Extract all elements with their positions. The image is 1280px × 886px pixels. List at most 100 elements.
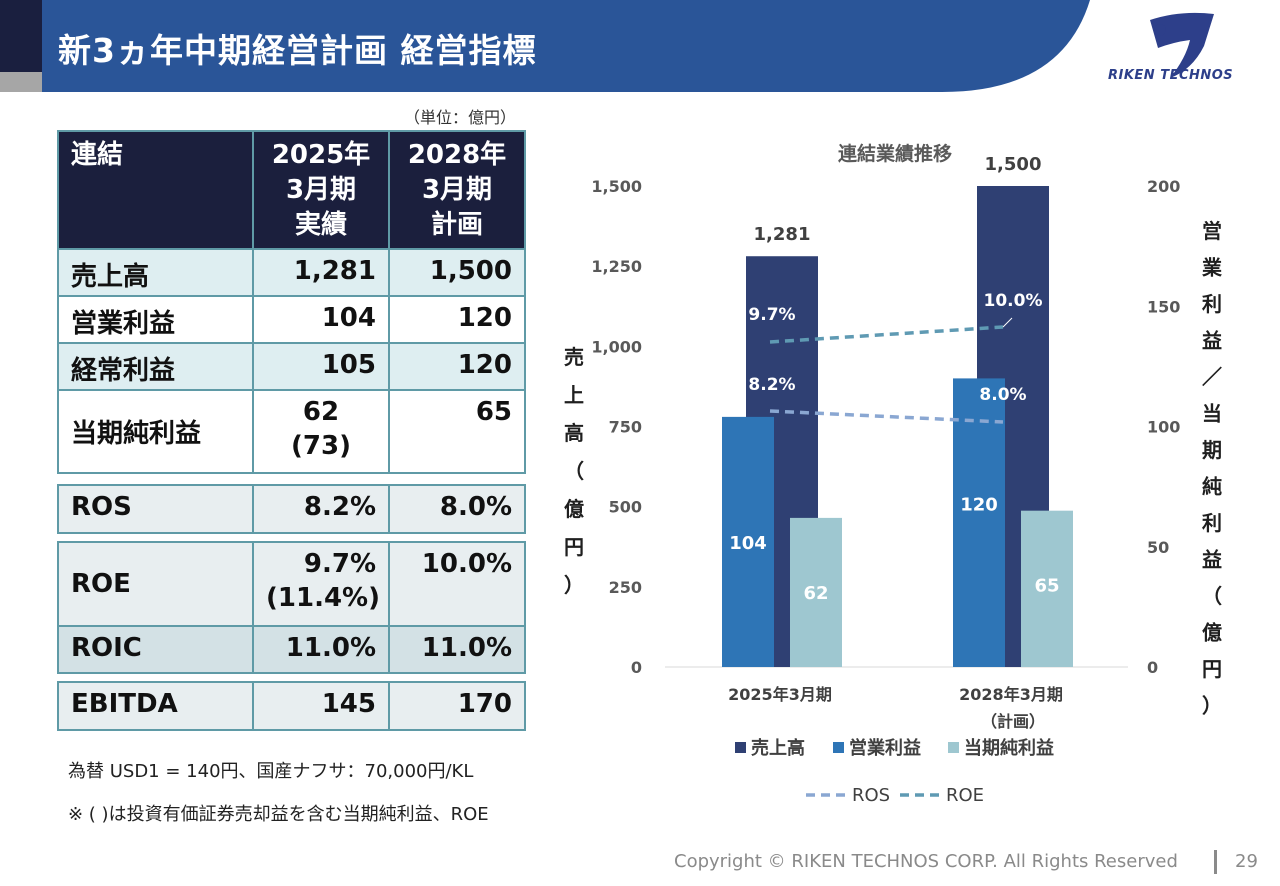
y-left-tick-label: 250 xyxy=(609,578,642,597)
logo-text: RIKEN TECHNOS xyxy=(1108,68,1234,83)
row-roic-2028: 11.0% xyxy=(388,625,526,674)
table-row: 経常利益 105 120 xyxy=(57,342,526,391)
fx-assumption-note: 為替 USD1 = 140円、国産ナフサ：70,000円/KL xyxy=(68,761,474,782)
bar-label-sales: 1,500 xyxy=(985,154,1042,175)
legend-label: 売上高 xyxy=(751,737,805,759)
row-label-sales: 売上高 xyxy=(57,248,254,297)
label-roe: 9.7% xyxy=(748,305,795,325)
bar-net-income xyxy=(790,517,842,667)
riken-technos-logo xyxy=(1150,12,1214,79)
y-left-tick-label: 500 xyxy=(609,498,642,517)
header-accent-grey xyxy=(0,72,42,92)
row-operating-profit-2025: 104 xyxy=(252,295,390,344)
x-tick-label: 2025年3月期 xyxy=(728,685,832,704)
header-2025-line1: 2025年 xyxy=(271,140,371,170)
header-2028-line2: 3月期 xyxy=(421,175,493,205)
table-header-row: 連結 2025年 3月期 実績 2028年 3月期 計画 xyxy=(57,130,526,250)
bar-label-operating-profit: 120 xyxy=(960,494,998,515)
row-operating-profit-2028: 120 xyxy=(388,295,526,344)
header-cell-2028: 2028年 3月期 計画 xyxy=(388,130,526,250)
y-right-axis-label-char: 純 xyxy=(1202,475,1222,499)
y-right-tick-label: 50 xyxy=(1147,538,1169,557)
page-title: 新3ヵ年中期経営計画 経営指標 xyxy=(58,31,537,70)
row-ros-2028: 8.0% xyxy=(388,484,526,534)
y-left-axis-label-char: 上 xyxy=(564,383,584,407)
row-label-roic: ROIC xyxy=(57,625,254,674)
label-roe-leader xyxy=(1002,317,1013,328)
table-row: EBITDA 145 170 xyxy=(57,681,526,731)
line-ros xyxy=(769,409,1004,424)
row-roe-2028: 10.0% xyxy=(388,541,526,627)
y-right-tick-label: 200 xyxy=(1147,177,1180,196)
y-left-axis-label-char: （ xyxy=(564,459,584,483)
y-left-tick-label: 1,000 xyxy=(591,337,642,356)
table-row: 当期純利益 62 (73) 65 xyxy=(57,389,526,474)
row-sales-2028: 1,500 xyxy=(388,248,526,297)
y-right-axis-label-char: 営 xyxy=(1202,219,1222,243)
roe-2025-value: 9.7% xyxy=(303,549,376,579)
legend-swatch xyxy=(948,742,959,753)
y-right-axis-label-char: 円 xyxy=(1202,657,1222,681)
bar-operating-profit xyxy=(722,416,774,667)
row-label-ebitda: EBITDA xyxy=(57,681,254,731)
bar-net-income xyxy=(1021,510,1073,667)
copyright: Copyright © RIKEN TECHNOS CORP. All Righ… xyxy=(674,851,1178,872)
y-left-tick-label: 1,250 xyxy=(591,257,642,276)
header-cell-consolidated: 連結 xyxy=(57,130,254,250)
header-banner xyxy=(42,0,1090,92)
y-right-axis-label-char: 利 xyxy=(1202,292,1222,316)
table-row: 営業利益 104 120 xyxy=(57,295,526,344)
y-right-axis-label-char: 益 xyxy=(1202,329,1222,353)
y-right-axis-label-char: 期 xyxy=(1202,438,1222,462)
table-row: ROS 8.2% 8.0% xyxy=(57,484,526,534)
row-ebitda-2028: 170 xyxy=(388,681,526,731)
bar-label-net-income: 62 xyxy=(803,583,828,604)
line-roe xyxy=(769,325,1004,344)
roe-2025-incl-sale: (11.4%) xyxy=(266,583,380,613)
bar-label-net-income: 65 xyxy=(1034,576,1059,597)
legend-label: 当期純利益 xyxy=(964,737,1054,759)
header-2025-line2: 3月期 xyxy=(285,175,357,205)
bar-label-operating-profit: 104 xyxy=(729,533,767,554)
label-ros: 8.2% xyxy=(748,375,795,395)
legend-swatch xyxy=(735,742,746,753)
row-net-income-2025: 62 (73) xyxy=(252,389,390,474)
label-roe: 10.0% xyxy=(984,291,1043,311)
row-label-ordinary-profit: 経常利益 xyxy=(57,342,254,391)
y-left-axis-label-char: 売 xyxy=(564,345,584,369)
legend-swatch xyxy=(833,742,844,753)
header-2025-line3: 実績 xyxy=(294,210,347,240)
y-left-axis-label-char: ） xyxy=(564,573,584,597)
parenthesis-note: ※ ( )は投資有価証券売却益を含む当期純利益、ROE xyxy=(68,804,489,825)
y-right-axis-label-char: 業 xyxy=(1202,256,1223,280)
chart-title: 連結業績推移 xyxy=(838,142,952,165)
table-row: ROIC 11.0% 11.0% xyxy=(57,625,526,674)
footer-divider xyxy=(1214,850,1217,874)
y-right-axis-label-char: 益 xyxy=(1202,548,1222,572)
bar-operating-profit xyxy=(953,378,1005,667)
y-left-tick-label: 1,500 xyxy=(591,177,642,196)
net-income-2025-value: 62 xyxy=(302,397,340,427)
y-right-axis-label-char: 利 xyxy=(1202,511,1222,535)
y-right-tick-label: 150 xyxy=(1147,297,1180,316)
bar-label-sales: 1,281 xyxy=(754,224,811,245)
y-left-tick-label: 0 xyxy=(631,658,642,677)
header-accent-dark xyxy=(0,0,42,72)
header-2028-line3: 計画 xyxy=(430,210,483,240)
row-ordinary-profit-2028: 120 xyxy=(388,342,526,391)
legend-label: 営業利益 xyxy=(849,737,921,759)
row-roic-2025: 11.0% xyxy=(252,625,390,674)
label-ros: 8.0% xyxy=(979,385,1026,405)
y-right-tick-label: 100 xyxy=(1147,418,1180,437)
x-tick-sublabel: （計画） xyxy=(981,712,1045,731)
y-right-axis-label-char: ） xyxy=(1202,694,1222,718)
row-label-net-income: 当期純利益 xyxy=(57,389,254,474)
header-2028-line1: 2028年 xyxy=(407,140,507,170)
y-left-axis-label-char: 高 xyxy=(564,421,584,445)
y-right-tick-label: 0 xyxy=(1147,658,1158,677)
y-left-tick-label: 750 xyxy=(609,418,642,437)
row-ros-2025: 8.2% xyxy=(252,484,390,534)
y-right-axis-label-char: ／ xyxy=(1202,365,1222,389)
y-left-axis-label-char: 円 xyxy=(564,535,584,559)
